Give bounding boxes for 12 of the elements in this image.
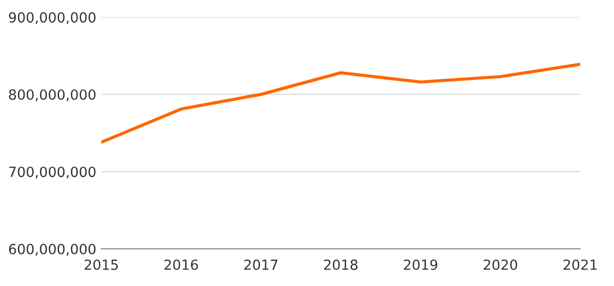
- x-tick-label: 2017: [244, 259, 278, 270]
- y-tick-label: 700,000,000: [9, 166, 96, 178]
- x-tick-label: 2016: [164, 259, 198, 270]
- x-tick-label: 2021: [564, 259, 597, 270]
- y-tick-label: 900,000,000: [8, 12, 96, 24]
- x-tick-label: 2015: [84, 259, 118, 270]
- x-tick-label: 2019: [404, 259, 438, 270]
- x-tick-label: 2018: [324, 259, 358, 270]
- x-tick-label: 2020: [484, 259, 518, 270]
- y-tick-label: 800,000,000: [9, 89, 96, 102]
- line-series: [101, 62, 580, 144]
- y-tick-label: 600,000,000: [9, 244, 96, 256]
